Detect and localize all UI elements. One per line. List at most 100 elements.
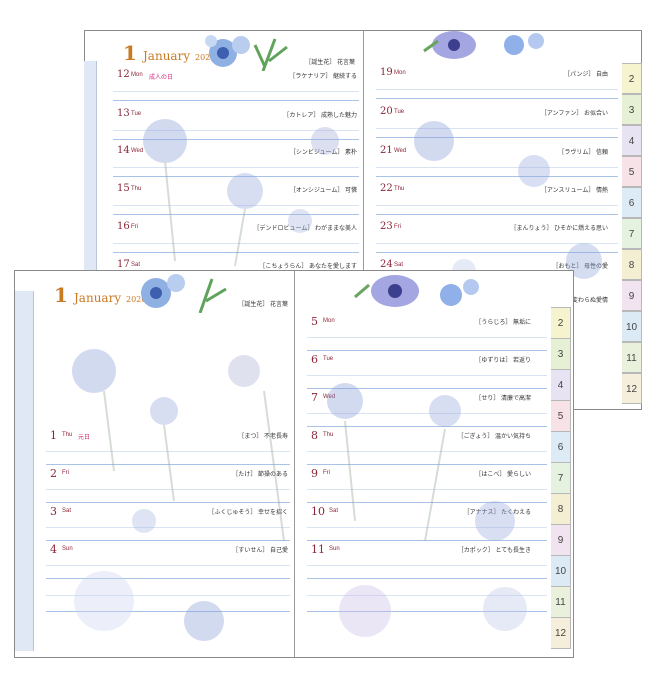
month-name: January [74, 291, 122, 305]
day-entry[interactable]: 22 Thu ［アンスリューム］ 情熱 [376, 183, 622, 217]
day-number: 6 [311, 353, 318, 366]
blue-flower-bouquet-icon [141, 274, 227, 313]
day-of-week: Mon [131, 72, 143, 78]
birth-flower-note: ［カトレア］ 成熟した魅力 [283, 113, 357, 119]
day-entry[interactable]: 17 Sat ［こちょうらん］ あなたを愛します [117, 259, 363, 293]
day-entry[interactable]: 15 Thu ［オンシジューム］ 可憐 [113, 183, 363, 217]
day-number: 7 [311, 391, 318, 404]
day-entry[interactable]: 10 Sat ［アナナス］ たくわえる [307, 505, 551, 543]
birth-flower-note: ［シンビジューム］ 素朴 [289, 150, 357, 156]
day-entry[interactable]: 4 Sun ［すいせん］ 自己愛 [46, 543, 294, 612]
day-number: 3 [50, 505, 57, 518]
blue-flower-bouquet-icon [354, 275, 479, 307]
header-note: ［誕生花］ 花言葉 [238, 302, 288, 308]
birth-flower-note: ［はこべ］ 愛らしい [475, 472, 531, 478]
birth-flower-note: ［すいせん］ 自己愛 [232, 548, 288, 554]
day-of-week: Sat [394, 262, 404, 268]
holiday-label: 成人の日 [149, 75, 174, 81]
day-entry[interactable]: 9 Fri ［はこべ］ 愛らしい [307, 467, 551, 505]
month-tab[interactable]: 8 [622, 249, 642, 280]
month-tab[interactable]: 11 [622, 342, 642, 373]
month-tab[interactable]: 8 [551, 493, 571, 525]
day-of-week: Thu [62, 432, 73, 438]
day-of-week: Sun [62, 546, 73, 552]
birth-flower-note: ［うらじろ］ 無垢に [475, 320, 531, 326]
day-of-week: Tue [323, 356, 334, 362]
day-entry[interactable]: 13 Tue ［カトレア］ 成熟した魅力 [113, 108, 363, 142]
birth-flower-note: ［アンファン］ お似合い [540, 111, 608, 117]
month-tab[interactable]: 5 [622, 156, 642, 187]
birth-flower-note: ［パンジ］ 自由 [564, 72, 608, 78]
day-number: 14 [117, 145, 130, 156]
month-tab[interactable]: 7 [622, 218, 642, 249]
day-entry[interactable]: 21 Wed ［ラヴリム］ 信頼 [376, 145, 622, 179]
day-number: 23 [380, 221, 393, 232]
month-tab[interactable]: 10 [622, 311, 642, 342]
month-tab[interactable]: 2 [551, 307, 571, 339]
year: 2026 [126, 295, 147, 304]
day-entry[interactable]: 7 Wed ［せり］ 清廉で高潔 [307, 391, 551, 429]
day-of-week: Thu [323, 432, 334, 438]
month-tab[interactable]: 2 [622, 63, 642, 94]
watercolor-flower-icon [143, 119, 339, 267]
holiday-label: 元日 [78, 435, 91, 441]
day-of-week: Wed [323, 394, 335, 400]
day-number: 10 [311, 505, 325, 518]
month-tab[interactable]: 9 [622, 280, 642, 311]
day-entry[interactable]: 20 Tue ［アンファン］ お似合い [376, 106, 622, 140]
day-of-week: Mon [394, 70, 406, 76]
day-number: 12 [117, 69, 130, 80]
month-tab[interactable]: 4 [551, 369, 571, 401]
day-number: 5 [311, 315, 318, 328]
day-entry[interactable]: 19 Mon ［パンジ］ 自由 [376, 67, 622, 101]
month-tab[interactable]: 6 [551, 431, 571, 463]
month-tab[interactable]: 3 [551, 338, 571, 370]
month-tab[interactable]: 5 [551, 400, 571, 432]
watercolor-flower-icon [327, 383, 527, 637]
day-entry[interactable]: 11 Sun ［カポック］ とても長生き [307, 543, 551, 612]
month-tab[interactable]: 3 [622, 94, 642, 125]
birth-flower-note: 永遠に変わらぬ愛情 [553, 298, 608, 304]
month-tab[interactable]: 4 [622, 125, 642, 156]
day-entry[interactable]: 6 Tue ［ゆずりは］ 若返り [307, 353, 551, 391]
header-note: ［誕生花］ 花言葉 [305, 60, 355, 66]
day-entry[interactable]: 8 Thu ［ごぎょう］ 温かい気持ち [307, 429, 551, 467]
month-tab[interactable]: 9 [551, 524, 571, 556]
blue-flower-bouquet-icon [205, 35, 288, 71]
day-entry[interactable]: 2 Fri ［たけ］ 節操のある [46, 467, 294, 505]
day-number: 11 [311, 543, 325, 556]
month-tab[interactable]: 12 [551, 617, 571, 649]
day-number: 24 [380, 259, 393, 270]
day-number: 17 [117, 259, 130, 270]
month-index-tabs: 2 3 4 5 6 7 8 9 10 11 12 [551, 307, 573, 657]
day-number: 2 [50, 467, 57, 480]
day-of-week: Wed [131, 148, 144, 154]
birth-flower-note: ［デンドロビューム］ わがままな美人 [253, 226, 358, 232]
blue-flower-bouquet-icon [423, 31, 544, 59]
day-entry[interactable]: 3 Sat ［ふくじゅそう］ 幸せを招く [46, 505, 294, 543]
birth-flower-note: ［おもと］ 母性の愛 [552, 261, 608, 270]
month-tab[interactable]: 10 [551, 555, 571, 587]
year: 2026 [195, 53, 216, 62]
month-number: 1 [123, 41, 137, 65]
month-tab[interactable]: 7 [551, 462, 571, 494]
month-tab[interactable]: 12 [622, 373, 642, 404]
cover-edge [84, 61, 97, 289]
day-entry[interactable]: 16 Fri ［デンドロビューム］ わがままな美人 [113, 221, 363, 255]
day-number: 16 [117, 221, 130, 232]
month-tab[interactable]: 11 [551, 586, 571, 618]
day-number: 1 [50, 429, 57, 442]
month-tab[interactable]: 6 [622, 187, 642, 218]
birth-flower-note: ［アンスリューム］ 情熱 [540, 188, 608, 194]
day-number: 21 [380, 145, 393, 156]
day-entry[interactable]: 14 Wed ［シンビジューム］ 素朴 [113, 145, 363, 179]
day-of-week: Tue [131, 111, 142, 117]
day-of-week: Wed [394, 148, 407, 154]
day-entry[interactable]: 23 Fri ［まんりょう］ ひそかに燃える思い [376, 221, 622, 255]
day-entry[interactable]: 24 Sat ［おもと］ 母性の愛 [380, 259, 622, 293]
day-entry[interactable]: 1 Thu 元日 ［まつ］ 不老長寿 [46, 429, 294, 467]
front-spread: 1 January 2026 ［誕生花］ 花言葉 1 Thu 元日 ［まつ］ 不… [14, 270, 574, 658]
day-entry[interactable]: 12 Mon 成人の日 ［ラケナリア］ 継続する [113, 69, 363, 103]
day-number: 8 [311, 429, 318, 442]
day-entry[interactable]: 5 Mon ［うらじろ］ 無垢に [307, 315, 551, 353]
